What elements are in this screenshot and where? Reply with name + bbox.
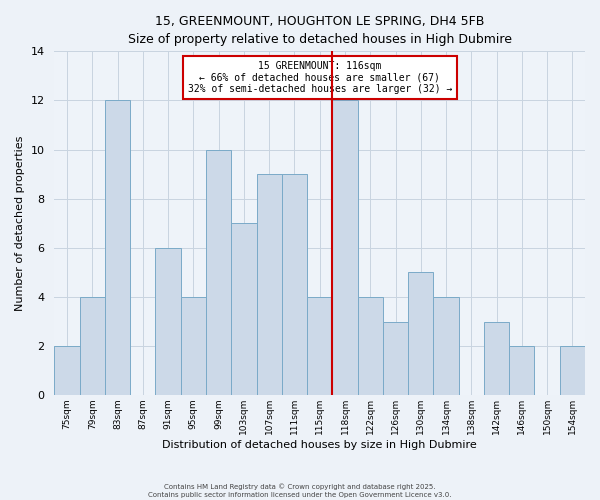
X-axis label: Distribution of detached houses by size in High Dubmire: Distribution of detached houses by size …	[163, 440, 477, 450]
Title: 15, GREENMOUNT, HOUGHTON LE SPRING, DH4 5FB
Size of property relative to detache: 15, GREENMOUNT, HOUGHTON LE SPRING, DH4 …	[128, 15, 512, 46]
Bar	[307, 297, 332, 396]
Bar	[181, 297, 206, 396]
Text: Contains HM Land Registry data © Crown copyright and database right 2025.
Contai: Contains HM Land Registry data © Crown c…	[148, 483, 452, 498]
Bar	[383, 322, 408, 396]
Bar	[105, 100, 130, 396]
Bar	[433, 297, 458, 396]
Bar	[509, 346, 535, 396]
Bar	[484, 322, 509, 396]
Bar	[560, 346, 585, 396]
Bar	[282, 174, 307, 396]
Bar	[257, 174, 282, 396]
Bar	[408, 272, 433, 396]
Bar	[358, 297, 383, 396]
Y-axis label: Number of detached properties: Number of detached properties	[15, 136, 25, 311]
Bar	[155, 248, 181, 396]
Bar	[80, 297, 105, 396]
Bar	[332, 100, 358, 396]
Bar	[231, 224, 257, 396]
Text: 15 GREENMOUNT: 116sqm
← 66% of detached houses are smaller (67)
32% of semi-deta: 15 GREENMOUNT: 116sqm ← 66% of detached …	[188, 61, 452, 94]
Bar	[206, 150, 231, 396]
Bar	[55, 346, 80, 396]
